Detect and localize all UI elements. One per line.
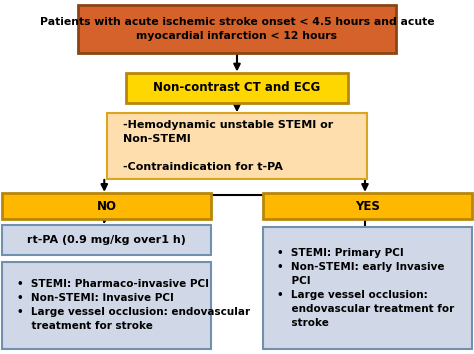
Text: Non-contrast CT and ECG: Non-contrast CT and ECG <box>154 81 320 94</box>
Text: -Hemodynamic unstable STEMI or
Non-STEMI

-Contraindication for t-PA: -Hemodynamic unstable STEMI or Non-STEMI… <box>123 120 334 172</box>
FancyBboxPatch shape <box>2 193 211 219</box>
FancyBboxPatch shape <box>78 5 396 53</box>
FancyBboxPatch shape <box>263 193 472 219</box>
Text: •  STEMI: Pharmaco-invasive PCI
•  Non-STEMI: Invasive PCI
•  Large vessel occlu: • STEMI: Pharmaco-invasive PCI • Non-STE… <box>17 279 250 331</box>
Text: Patients with acute ischemic stroke onset < 4.5 hours and acute
myocardial infar: Patients with acute ischemic stroke onse… <box>40 17 434 41</box>
FancyBboxPatch shape <box>263 227 472 349</box>
Text: YES: YES <box>355 200 380 213</box>
FancyBboxPatch shape <box>2 262 211 349</box>
FancyBboxPatch shape <box>126 73 348 103</box>
Text: NO: NO <box>97 200 117 213</box>
FancyBboxPatch shape <box>2 225 211 255</box>
FancyBboxPatch shape <box>107 113 367 179</box>
Text: •  STEMI: Primary PCI
•  Non-STEMI: early Invasive
    PCI
•  Large vessel occlu: • STEMI: Primary PCI • Non-STEMI: early … <box>277 248 455 327</box>
Text: rt-PA (0.9 mg/kg over1 h): rt-PA (0.9 mg/kg over1 h) <box>27 235 186 245</box>
